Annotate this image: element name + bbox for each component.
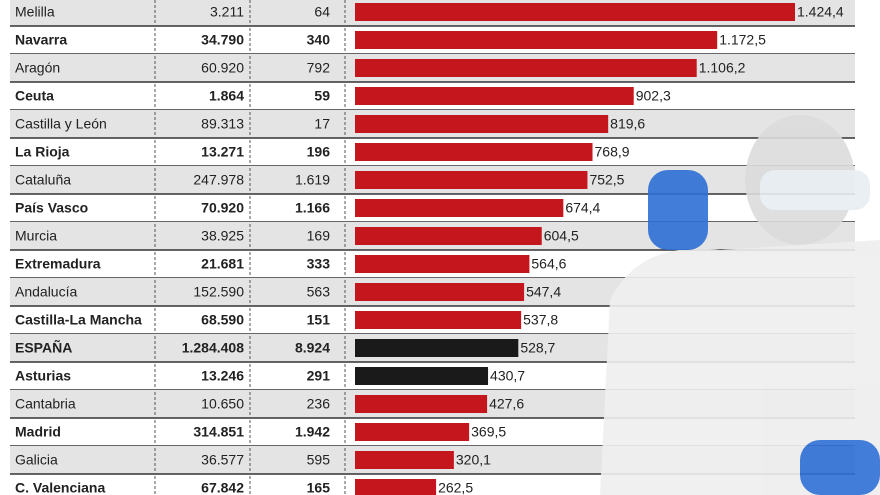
region-name: C. Valenciana: [15, 480, 105, 495]
cases: 68.590: [201, 312, 244, 328]
region-name: Melilla: [15, 4, 55, 20]
value-label: 1.172,5: [719, 32, 766, 48]
person-illustration: [600, 115, 880, 495]
deaths: 151: [307, 312, 331, 328]
bar: [355, 479, 437, 495]
bar: [355, 199, 564, 217]
region-name: Asturias: [15, 368, 71, 384]
value-label: 902,3: [636, 88, 671, 104]
cases: 3.211: [210, 4, 244, 20]
deaths: 340: [307, 32, 331, 48]
region-name: Extremadura: [15, 256, 101, 272]
deaths: 165: [307, 480, 331, 495]
cases: 36.577: [201, 452, 244, 468]
value-label: 430,7: [490, 368, 525, 384]
cases: 34.790: [201, 32, 244, 48]
value-label: 537,8: [523, 312, 558, 328]
value-label: 768,9: [595, 144, 630, 160]
value-label: 320,1: [456, 452, 491, 468]
bar: [355, 395, 488, 413]
deaths: 333: [307, 256, 331, 272]
cases: 67.842: [201, 480, 244, 495]
value-label: 369,5: [471, 424, 506, 440]
cases: 38.925: [201, 228, 244, 244]
value-label: 1.424,4: [797, 4, 844, 20]
bar: [355, 59, 697, 77]
region-name: ESPAÑA: [15, 339, 72, 356]
cases: 10.650: [201, 396, 244, 412]
bar: [355, 451, 454, 469]
bar: [355, 227, 542, 245]
region-name: Cataluña: [15, 172, 71, 188]
cases: 1.284.408: [182, 340, 244, 356]
deaths: 1.166: [295, 200, 330, 216]
region-name: Madrid: [15, 424, 61, 440]
bar: [355, 87, 634, 105]
cases: 152.590: [193, 284, 244, 300]
bar: [355, 115, 609, 133]
deaths: 1.619: [295, 172, 330, 188]
value-label: 262,5: [438, 480, 473, 495]
region-name: Navarra: [15, 32, 67, 48]
region-name: Murcia: [15, 228, 57, 244]
deaths: 563: [307, 284, 331, 300]
region-name: Castilla-La Mancha: [15, 312, 142, 328]
region-name: País Vasco: [15, 200, 88, 216]
deaths: 59: [314, 88, 330, 104]
value-label: 752,5: [589, 172, 624, 188]
cases: 314.851: [193, 424, 244, 440]
value-label: 564,6: [531, 256, 566, 272]
cases: 247.978: [193, 172, 244, 188]
bar: [355, 367, 489, 385]
cases: 89.313: [201, 116, 244, 132]
region-name: Cantabria: [15, 396, 76, 412]
bar: [355, 423, 470, 441]
value-label: 547,4: [526, 284, 561, 300]
bar: [355, 283, 525, 301]
value-label: 819,6: [610, 116, 645, 132]
bar: [355, 3, 795, 21]
deaths: 196: [307, 144, 331, 160]
deaths: 236: [307, 396, 331, 412]
bar: [355, 339, 519, 357]
cases: 21.681: [201, 256, 244, 272]
value-label: 674,4: [565, 200, 600, 216]
region-name: La Rioja: [15, 144, 70, 160]
region-name: Andalucía: [15, 284, 77, 300]
region-name: Galicia: [15, 452, 58, 468]
cases: 60.920: [201, 60, 244, 76]
value-label: 427,6: [489, 396, 524, 412]
cases: 70.920: [201, 200, 244, 216]
value-label: 604,5: [544, 228, 579, 244]
bar: [355, 311, 522, 329]
cases: 13.246: [201, 368, 244, 384]
cases: 1.864: [209, 88, 244, 104]
deaths: 291: [307, 368, 331, 384]
deaths: 8.924: [295, 340, 330, 356]
region-name: Castilla y León: [15, 116, 107, 132]
deaths: 595: [307, 452, 331, 468]
region-name: Ceuta: [15, 88, 54, 104]
bar: [355, 31, 718, 49]
value-label: 1.106,2: [699, 60, 746, 76]
bar: [355, 143, 593, 161]
deaths: 17: [314, 116, 330, 132]
bar: [355, 255, 530, 273]
deaths: 1.942: [295, 424, 330, 440]
cases: 13.271: [201, 144, 244, 160]
region-name: Aragón: [15, 60, 60, 76]
deaths: 64: [314, 4, 330, 20]
deaths: 169: [307, 228, 331, 244]
value-label: 528,7: [520, 340, 555, 356]
bar: [355, 171, 588, 189]
deaths: 792: [307, 60, 331, 76]
